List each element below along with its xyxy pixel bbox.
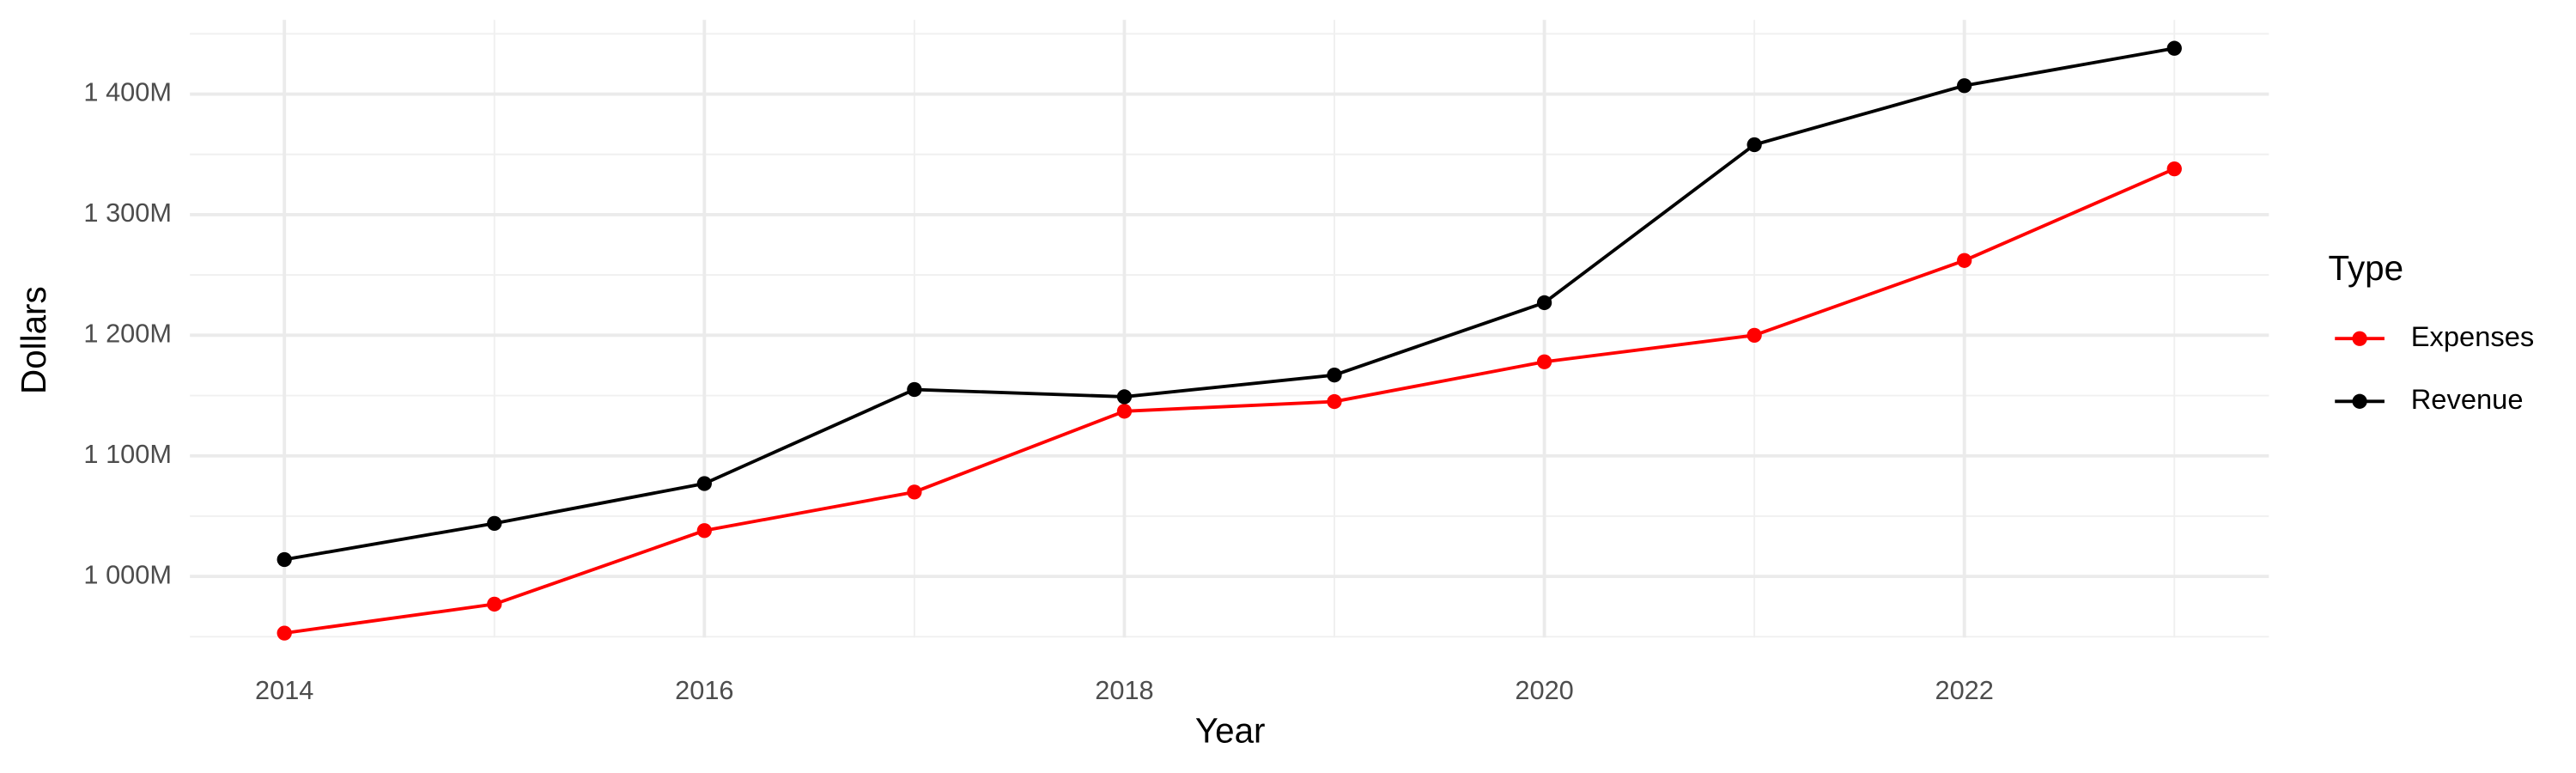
grid	[190, 20, 2269, 638]
data-point	[2166, 40, 2182, 56]
data-point	[1957, 78, 1972, 94]
data-point	[487, 515, 502, 532]
data-point	[696, 523, 712, 539]
legend-key-point	[2352, 331, 2367, 346]
x-tick-label: 2018	[1095, 675, 1153, 705]
y-tick-label: 1 200M	[83, 318, 172, 348]
series-line	[283, 46, 2175, 562]
y-tick-label: 1 300M	[83, 198, 172, 228]
data-point	[1957, 253, 1972, 268]
data-point	[907, 484, 922, 500]
legend-label: Expenses	[2411, 320, 2535, 352]
data-point	[276, 625, 292, 641]
y-tick-label: 1 400M	[83, 77, 172, 107]
data-point	[1536, 295, 1552, 311]
y-tick-label: 1 000M	[83, 559, 172, 589]
data-point	[1327, 368, 1342, 383]
data-point	[487, 596, 502, 612]
series-line	[283, 167, 2176, 636]
y-axis-title: Dollars	[14, 286, 53, 394]
legend-label: Revenue	[2411, 383, 2524, 415]
legend-title: Type	[2329, 248, 2404, 288]
data-point	[1747, 137, 1762, 153]
x-tick-label: 2020	[1515, 675, 1573, 705]
x-tick-label: 2016	[675, 675, 733, 705]
x-axis-title: Year	[1195, 711, 1266, 751]
x-tick-label: 2022	[1935, 675, 1993, 705]
y-tick-label: 1 100M	[83, 439, 172, 469]
data-point	[276, 551, 292, 568]
data-point	[1747, 327, 1762, 343]
data-point	[1116, 404, 1133, 419]
data-point	[2166, 161, 2182, 177]
data-point	[1327, 393, 1342, 410]
x-tick-label: 2014	[255, 675, 313, 705]
data-point	[696, 476, 712, 491]
legend-key-point	[2352, 393, 2367, 409]
data-point	[1536, 354, 1552, 369]
data-point	[907, 381, 922, 398]
data-point	[1116, 389, 1133, 405]
